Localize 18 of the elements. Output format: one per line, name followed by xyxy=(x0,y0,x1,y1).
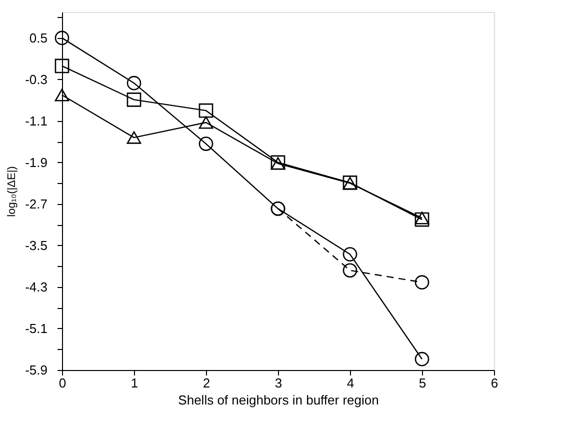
x-tick-label: 4 xyxy=(346,376,354,390)
y-tick-label: 0.5 xyxy=(29,30,48,46)
x-tick-label: 0 xyxy=(58,376,66,390)
x-tick-label: 2 xyxy=(202,376,210,390)
y-tick-label: -3.5 xyxy=(25,238,48,253)
y-tick-label: -0.3 xyxy=(25,72,48,87)
x-tick-label: 5 xyxy=(418,376,426,390)
y-tick-label: -1.9 xyxy=(25,154,48,170)
x-tick-label: 3 xyxy=(274,376,282,390)
y-tick-label: -2.7 xyxy=(25,196,48,212)
x-tick-label: 6 xyxy=(490,376,498,390)
x-tick-label: 1 xyxy=(130,376,138,390)
y-tick-label: -1.1 xyxy=(25,113,48,128)
y-tick-label: -4.3 xyxy=(25,279,48,294)
x-axis-title: Shells of neighbors in buffer region xyxy=(178,392,379,408)
y-tick-label: -5.9 xyxy=(25,362,48,378)
y-tick-label: -5.1 xyxy=(25,320,48,336)
y-axis-title: log₁₀(|ΔE|) xyxy=(6,166,18,217)
